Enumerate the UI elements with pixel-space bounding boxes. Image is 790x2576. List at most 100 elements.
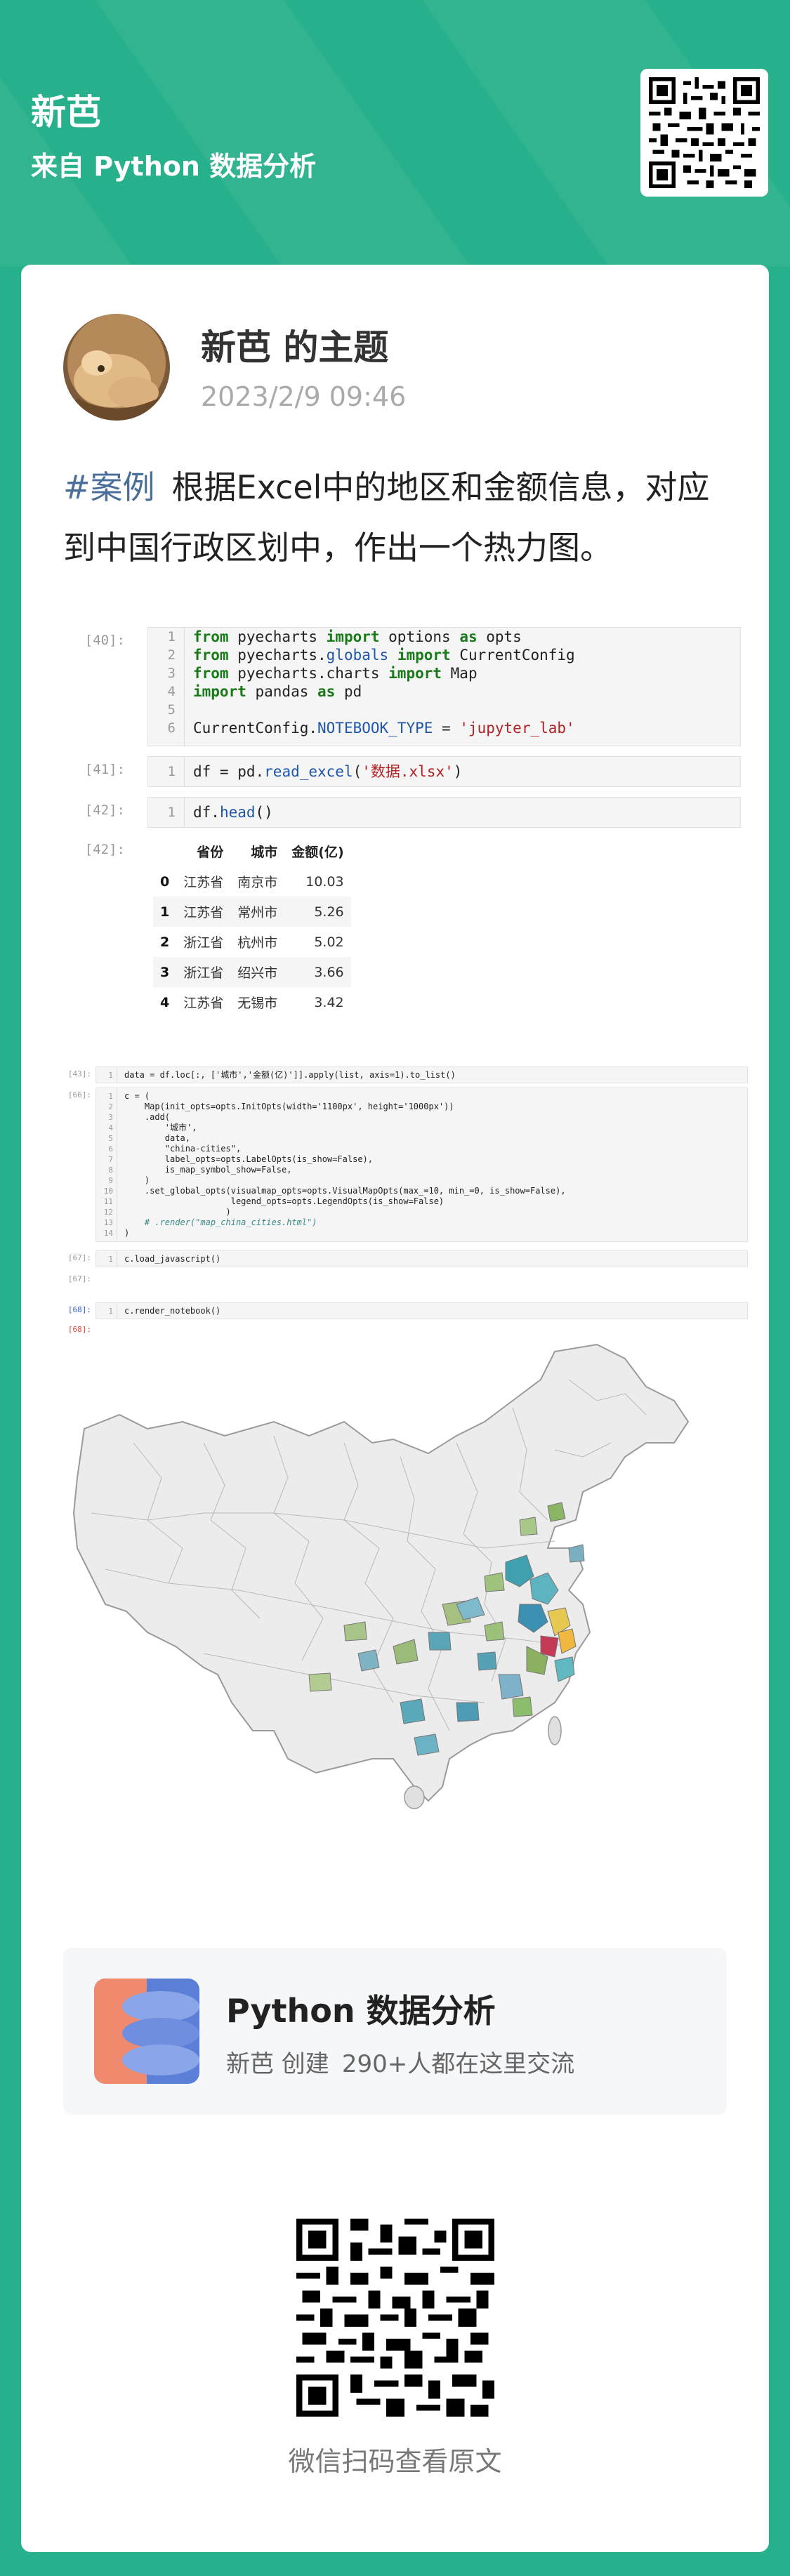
region-highlight	[484, 1621, 505, 1642]
group-card[interactable]: Python 数据分析 新芭 创建 290+人都在这里交流	[63, 1948, 727, 2115]
table-cell: 绍兴市	[230, 957, 285, 987]
code-cell[interactable]: 1 c.load_javascript()	[96, 1250, 748, 1267]
table-cell: 常州市	[230, 897, 285, 927]
cell-prompt: [67]:	[67, 1253, 91, 1262]
table-cell: 3.66	[284, 957, 351, 987]
region-highlight	[484, 1572, 505, 1592]
region-highlight	[498, 1674, 524, 1700]
table-row: 2 浙江省 杭州市 5.02	[153, 927, 351, 957]
cell-prompt: [68]:	[67, 1305, 91, 1314]
header-qr-code[interactable]	[640, 69, 768, 197]
line-numbers: 1	[96, 1303, 117, 1319]
code-cell[interactable]: 1 2 3 4 5 6 from pyecharts import option…	[147, 627, 741, 746]
line-numbers: 1	[148, 757, 185, 786]
region-highlight	[505, 1554, 534, 1587]
qr-code[interactable]	[296, 2219, 494, 2417]
code-line: )	[124, 1207, 231, 1217]
line-number: 1	[167, 805, 176, 820]
region-highlight	[519, 1517, 538, 1536]
region-highlight	[428, 1632, 452, 1651]
line-numbers: 1	[96, 1067, 117, 1083]
group-title: Python 数据分析	[226, 1992, 496, 2030]
code-lines: c = ( Map(init_opts=opts.InitOpts(width=…	[124, 1088, 566, 1239]
code-cell[interactable]: 1 data = df.loc[:, ['城市','金额(亿)']].apply…	[96, 1066, 748, 1083]
table-row: 3 浙江省 绍兴市 3.66	[153, 957, 351, 987]
code-line: df.head()	[193, 804, 273, 821]
cell-prompt: [40]:	[84, 633, 125, 648]
code-line: data = df.loc[:, ['城市','金额(亿)']].apply(l…	[124, 1070, 456, 1080]
region-highlight	[547, 1502, 566, 1522]
china-heatmap	[63, 1337, 723, 1843]
table-header	[153, 836, 176, 866]
region-highlight	[414, 1733, 440, 1756]
table-cell: 江苏省	[183, 875, 224, 890]
table-cell: 10.03	[305, 873, 344, 890]
post-author[interactable]: 新芭 的主题	[201, 327, 389, 368]
table-cell: 江苏省	[183, 996, 224, 1011]
code-line: )	[124, 1228, 130, 1238]
code-line: .add(	[124, 1112, 171, 1122]
table-header-row: 省份 城市 金额(亿)	[153, 836, 351, 866]
region-highlight	[568, 1544, 585, 1563]
code-line: c.load_javascript()	[124, 1254, 221, 1264]
line-numbers: 1 2 3 4 5 6 7 8 9 10 11 12 13 14	[96, 1088, 117, 1241]
code-cell[interactable]: 1 2 3 4 5 6 7 8 9 10 11 12 13 14 c = ( Map(init_opts=…	[96, 1088, 748, 1242]
code-lines: from pyecharts import options as opts fr…	[193, 628, 575, 737]
source-label: 来自 Python 数据分析	[31, 151, 317, 182]
table-cell: 浙江省	[183, 935, 224, 951]
code-lines: c.render_notebook()	[124, 1303, 220, 1316]
line-number: 4	[167, 684, 176, 699]
line-number: 1	[167, 629, 176, 645]
post-body: 根据Excel中的地区和金额信息，对应到中国行政区划中，作出一个热力图。	[63, 468, 710, 567]
table-cell: 无锡市	[237, 996, 278, 1011]
avatar[interactable]	[63, 314, 170, 421]
table-row: 1 江苏省 常州市 5.26	[153, 897, 351, 927]
table-cell: 南京市	[237, 875, 278, 890]
code-line: .set_global_opts(visualmap_opts=opts.Vis…	[124, 1186, 566, 1196]
code-cell[interactable]: 1 df.head()	[147, 797, 741, 828]
table-cell: 5.02	[314, 934, 344, 950]
code-line: "china-cities",	[124, 1144, 242, 1154]
table-cell: 杭州市	[237, 935, 278, 951]
post-date: 2023/2/9 09:46	[201, 381, 407, 412]
region-highlight	[518, 1604, 548, 1633]
output-prompt: [67]:	[67, 1274, 91, 1283]
post-card: 新芭 的主题 2023/2/9 09:46 #案例 根据Excel中的地区和金额信…	[21, 265, 769, 2552]
table-cell: 5.26	[284, 897, 351, 927]
cell-prompt: [66]:	[67, 1090, 91, 1099]
dataframe-table: 省份 城市 金额(亿) 0 江苏省 南京市 10.03 1 江苏省 常州市 5.…	[153, 836, 351, 1017]
line-number: 1	[167, 764, 176, 779]
code-line	[193, 701, 575, 719]
code-line: label_opts=opts.LabelOpts(is_show=False)…	[124, 1154, 374, 1164]
code-line: c = (	[124, 1091, 150, 1101]
code-line: c.render_notebook()	[124, 1306, 221, 1316]
table-header: 金额(亿)	[291, 845, 344, 860]
line-number: 3	[167, 666, 176, 681]
code-cell[interactable]: 1 df = pd.read_excel('数据.xlsx')	[147, 756, 741, 787]
code-line: Map(init_opts=opts.InitOpts(width='1100p…	[124, 1102, 454, 1111]
table-cell: 0	[160, 873, 170, 890]
code-line: )	[124, 1175, 150, 1185]
code-line: '城市',	[124, 1123, 197, 1132]
post-tag[interactable]: #案例	[63, 468, 155, 506]
line-number: 6	[167, 720, 176, 736]
group-creator: 新芭 创建	[226, 2050, 329, 2078]
region-highlight	[400, 1698, 426, 1724]
line-numbers: 1 2 3 4 5 6	[148, 628, 185, 746]
region-highlight	[540, 1635, 559, 1658]
line-number: 2	[167, 647, 176, 663]
region-highlight	[456, 1597, 485, 1620]
region-highlight	[547, 1607, 571, 1637]
region-highlight	[526, 1646, 548, 1675]
region-highlight	[308, 1672, 332, 1692]
region-highlight	[456, 1702, 480, 1722]
region-highlight	[554, 1656, 575, 1682]
code-line: from pyecharts.charts import Map	[193, 665, 478, 682]
code-cell[interactable]: 1 c.render_notebook()	[96, 1302, 748, 1319]
code-line: # .render("map_china_cities.html")	[124, 1217, 317, 1227]
cell-prompt: [42]:	[84, 802, 125, 818]
code-line: from pyecharts.globals import CurrentCon…	[193, 647, 575, 663]
output-prompt: [42]:	[84, 842, 125, 857]
map-outline	[72, 1343, 690, 1802]
group-meta: 新芭 创建 290+人都在这里交流	[226, 2045, 587, 2079]
